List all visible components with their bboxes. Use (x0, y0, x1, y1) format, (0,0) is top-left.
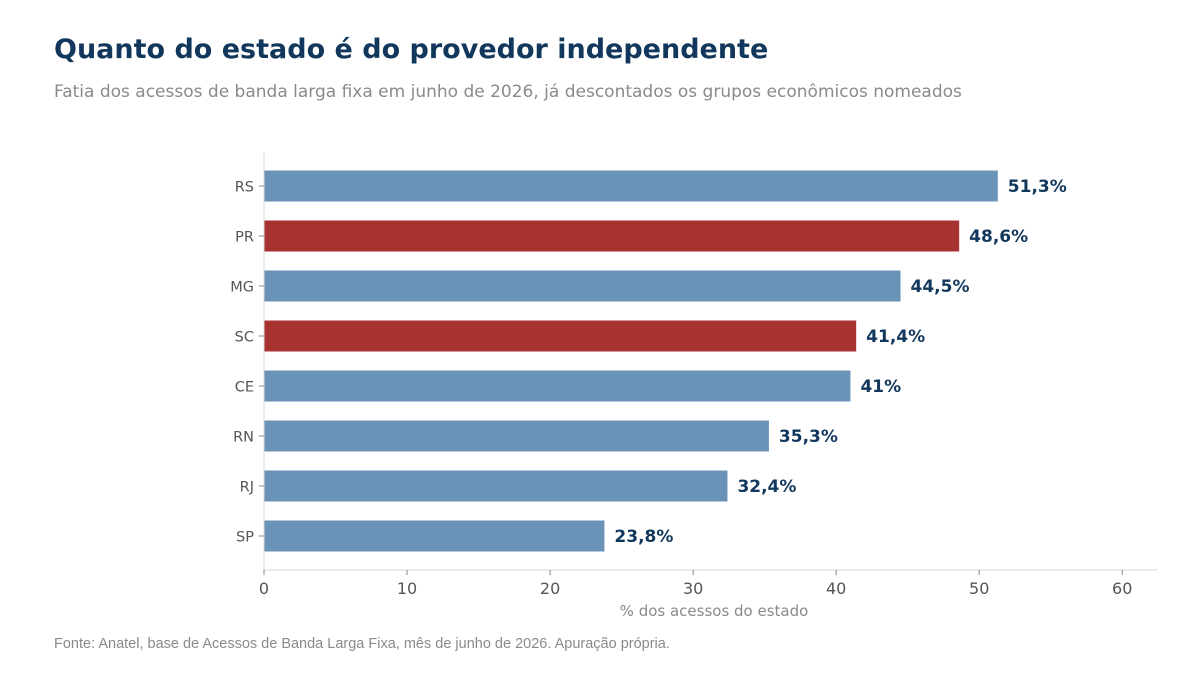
y-tick-label-rj: RJ (240, 480, 254, 496)
value-label-sc: 41,4% (866, 327, 925, 347)
chart-title: Quanto do estado é do provedor independe… (54, 34, 769, 65)
y-tick-label-mg: MG (230, 280, 254, 296)
value-label-mg: 44,5% (911, 277, 970, 297)
x-tick-label-40: 40 (826, 579, 846, 598)
bar-mg (264, 270, 901, 302)
value-label-pr: 48,6% (969, 227, 1028, 247)
y-tick-label-pr: PR (235, 230, 254, 246)
bar-rj (264, 470, 728, 502)
value-label-sp: 23,8% (614, 527, 673, 547)
value-label-ce: 41% (860, 377, 901, 397)
value-label-rn: 35,3% (779, 427, 838, 447)
bar-sp (264, 520, 605, 552)
x-tick-label-30: 30 (683, 579, 703, 598)
bar-rs (264, 170, 998, 202)
x-axis-title: % dos acessos do estado (620, 602, 809, 620)
value-label-rj: 32,4% (737, 477, 796, 497)
bar-ce (264, 370, 851, 402)
x-tick-label-50: 50 (969, 579, 989, 598)
value-label-rs: 51,3% (1008, 177, 1067, 197)
y-tick-label-ce: CE (235, 380, 254, 396)
chart-subtitle: Fatia dos acessos de banda larga fixa em… (54, 82, 962, 102)
x-tick-label-20: 20 (540, 579, 560, 598)
y-tick-label-sp: SP (236, 530, 254, 546)
x-tick-label-0: 0 (259, 579, 269, 598)
source-note: Fonte: Anatel, base de Acessos de Banda … (54, 636, 670, 652)
bar-pr (264, 220, 960, 252)
y-tick-label-rs: RS (235, 180, 254, 196)
x-tick-label-10: 10 (397, 579, 417, 598)
bar-sc (264, 320, 857, 352)
bar-rn (264, 420, 769, 452)
y-tick-label-sc: SC (235, 330, 254, 346)
y-tick-label-rn: RN (233, 430, 254, 446)
x-tick-label-60: 60 (1112, 579, 1132, 598)
